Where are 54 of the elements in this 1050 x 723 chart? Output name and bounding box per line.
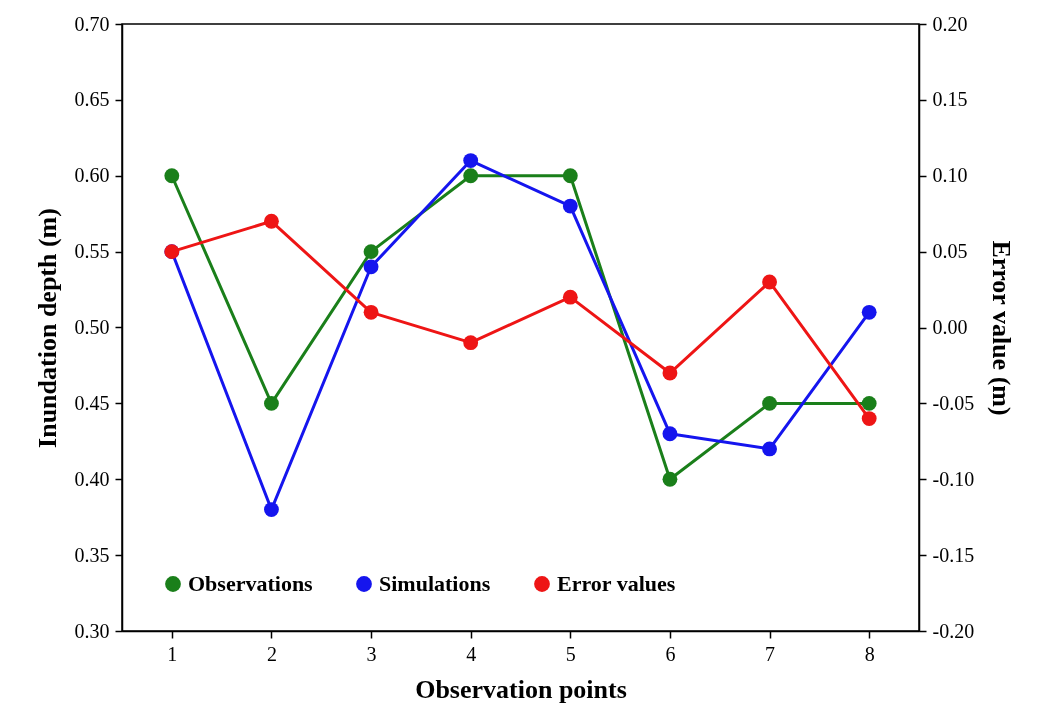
y-tick-label: 0.40: [74, 467, 110, 490]
y2-tick-label: -0.10: [932, 467, 975, 490]
y2-tick-label: 0.20: [932, 12, 968, 35]
y-tick-label: 0.70: [74, 12, 110, 35]
point: [762, 274, 777, 290]
y-tick-label: 0.50: [74, 316, 110, 338]
point: [562, 289, 578, 305]
point: [861, 304, 877, 320]
x-tick-label: 2: [266, 642, 277, 665]
x-tick-label: 4: [466, 642, 477, 665]
x-axis-title: Observation points: [415, 674, 627, 704]
y2-tick-label: 0.00: [932, 316, 968, 338]
x-tick-label: 1: [167, 642, 178, 665]
x-tick-label: 6: [665, 642, 676, 665]
y-tick-label: 0.65: [74, 88, 110, 111]
y2-axis-title: Error value (m): [987, 240, 1017, 416]
y-axis-title: Inundation depth (m): [32, 208, 62, 448]
x-tick-label: 5: [565, 642, 576, 665]
x-tick-label: 3: [366, 642, 377, 665]
y2-tick-label: -0.20: [932, 619, 975, 642]
y2-tick-label: 0.15: [932, 88, 968, 111]
point: [463, 335, 479, 351]
point: [662, 365, 678, 381]
point: [363, 304, 379, 320]
x-tick-label: 8: [864, 642, 875, 665]
point: [762, 441, 777, 457]
legend-label: Observations: [188, 571, 314, 596]
point: [662, 471, 678, 487]
x-tick-label: 7: [765, 642, 776, 665]
y-tick-label: 0.45: [74, 391, 110, 414]
point: [363, 259, 379, 275]
point: [363, 244, 379, 260]
point: [861, 411, 877, 426]
point: [662, 426, 678, 442]
point: [562, 198, 578, 214]
legend-label: Error values: [557, 571, 676, 596]
y2-tick-label: -0.05: [932, 391, 975, 414]
point: [264, 502, 279, 517]
y-tick-label: 0.55: [74, 240, 110, 263]
point: [264, 395, 279, 411]
point: [463, 168, 479, 184]
legend-label: Simulations: [379, 571, 491, 596]
y2-tick-label: 0.10: [932, 164, 968, 187]
point: [762, 395, 777, 411]
y-tick-label: 0.60: [74, 164, 110, 187]
y-tick-label: 0.35: [74, 543, 110, 566]
y2-tick-label: -0.15: [932, 543, 975, 566]
point: [264, 213, 279, 229]
point: [164, 168, 180, 184]
point: [463, 153, 479, 168]
point: [861, 395, 877, 411]
y-tick-label: 0.30: [74, 619, 110, 642]
point: [562, 168, 578, 184]
y2-tick-label: 0.05: [932, 240, 968, 263]
